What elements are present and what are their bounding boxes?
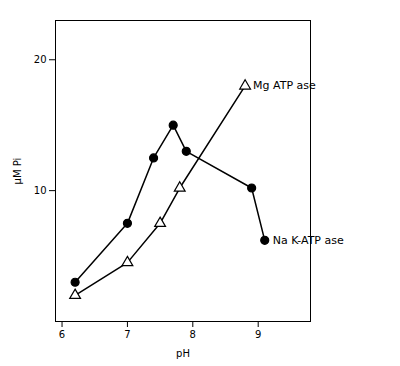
svg-text:10: 10 (34, 185, 47, 196)
svg-text:pH: pH (176, 348, 190, 359)
svg-text:20: 20 (34, 54, 47, 65)
svg-text:Mg ATP ase: Mg ATP ase (253, 79, 316, 92)
svg-text:Na K-ATP ase: Na K-ATP ase (273, 234, 344, 247)
svg-text:8: 8 (190, 329, 196, 340)
svg-text:7: 7 (124, 329, 130, 340)
svg-text:9: 9 (255, 329, 261, 340)
svg-text:μM Pi: μM Pi (12, 158, 23, 185)
svg-text:6: 6 (59, 329, 65, 340)
